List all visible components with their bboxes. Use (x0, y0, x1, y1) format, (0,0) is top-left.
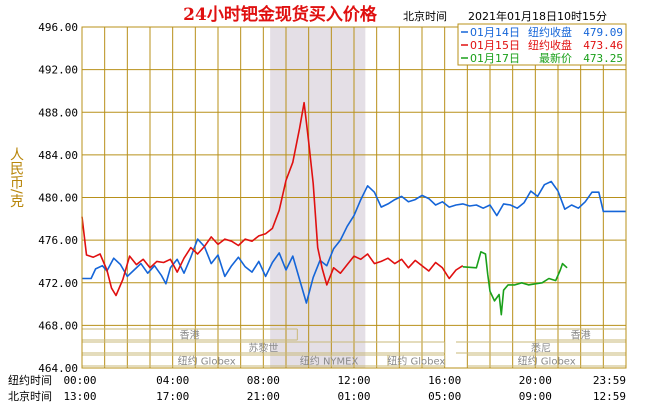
series-line-01月14日 (82, 180, 626, 304)
x-tick-label-bj: 09:00 (519, 390, 552, 403)
y-tick-label: 480.00 (38, 192, 78, 205)
x-tick-label-ny: 00:00 (63, 374, 96, 387)
y-tick-label: 488.00 (38, 106, 78, 119)
series-line-01月15日 (81, 101, 464, 297)
session-label: 纽约 NYMEX (300, 355, 359, 368)
x-tick-label-bj: 21:00 (247, 390, 280, 403)
x-tick-label-bj: 13:00 (63, 390, 96, 403)
y-axis-label: 人民币/克 (8, 147, 24, 209)
legend-date: 01月14日 (470, 26, 520, 39)
legend-label: 纽约收盘 (528, 38, 572, 52)
x-tick-label-bj: 05:00 (428, 390, 461, 403)
session-bar (82, 328, 298, 341)
session-label: 纽约 Globex (518, 355, 576, 368)
x-tick-label-ny: 12:00 (337, 374, 370, 387)
legend: 01月14日 纽约收盘 479.09 01月15日 纽约收盘 473.46 01月17日 最新… (457, 23, 627, 66)
y-tick-label: 496.00 (38, 21, 78, 34)
session-label: 纽约 Globex (178, 355, 236, 368)
session-bar (388, 354, 446, 367)
x-tick-label-ny: 08:00 (247, 374, 280, 387)
y-tick-label: 476.00 (38, 234, 78, 247)
session-label: 悉尼 (531, 343, 551, 355)
legend-date: 01月15日 (470, 39, 520, 52)
legend-label: 纽约收盘 (528, 25, 572, 39)
x-tick-label-ny: 20:00 (519, 374, 552, 387)
session-label: 香港 (571, 330, 591, 342)
session-label: 纽约 Globex (387, 355, 445, 368)
y-tick-label: 468.00 (38, 319, 78, 332)
legend-value: 473.25 (583, 52, 623, 65)
x-row1-label: 纽约时间 (8, 373, 52, 387)
x-tick-label-ny: 16:00 (428, 374, 461, 387)
legend-date: 01月17日 (470, 52, 520, 65)
legend-label: 最新价 (539, 51, 572, 65)
legend-value: 479.09 (583, 26, 623, 39)
timezone-label: 北京时间 (403, 9, 447, 23)
y-tick-label: 464.00 (38, 362, 78, 375)
timestamp-label: 2021年01月18日10时15分 (468, 9, 607, 23)
legend-box (457, 23, 627, 66)
x-tick-label-ny: 04:00 (156, 374, 189, 387)
legend-value: 473.46 (583, 39, 623, 52)
plot-border (81, 26, 627, 369)
session-bar (270, 354, 389, 367)
session-label: 香港 (180, 330, 200, 342)
series-line-01月17日 (462, 251, 568, 316)
y-tick-label: 472.00 (38, 277, 78, 290)
chart-title: 24小时钯金现货买入价格 (183, 4, 378, 25)
session-label: 苏黎世 (248, 342, 278, 355)
y-tick-label: 484.00 (38, 149, 78, 162)
session-bar (82, 341, 446, 354)
x-tick-label-bj: 12:59 (593, 390, 626, 403)
x-row2-label: 北京时间 (8, 389, 52, 403)
x-tick-label-bj: 01:00 (337, 390, 370, 403)
x-tick-label-ny: 23:59 (593, 374, 626, 387)
x-tick-label-bj: 17:00 (156, 390, 189, 403)
y-tick-label: 492.00 (38, 64, 78, 77)
